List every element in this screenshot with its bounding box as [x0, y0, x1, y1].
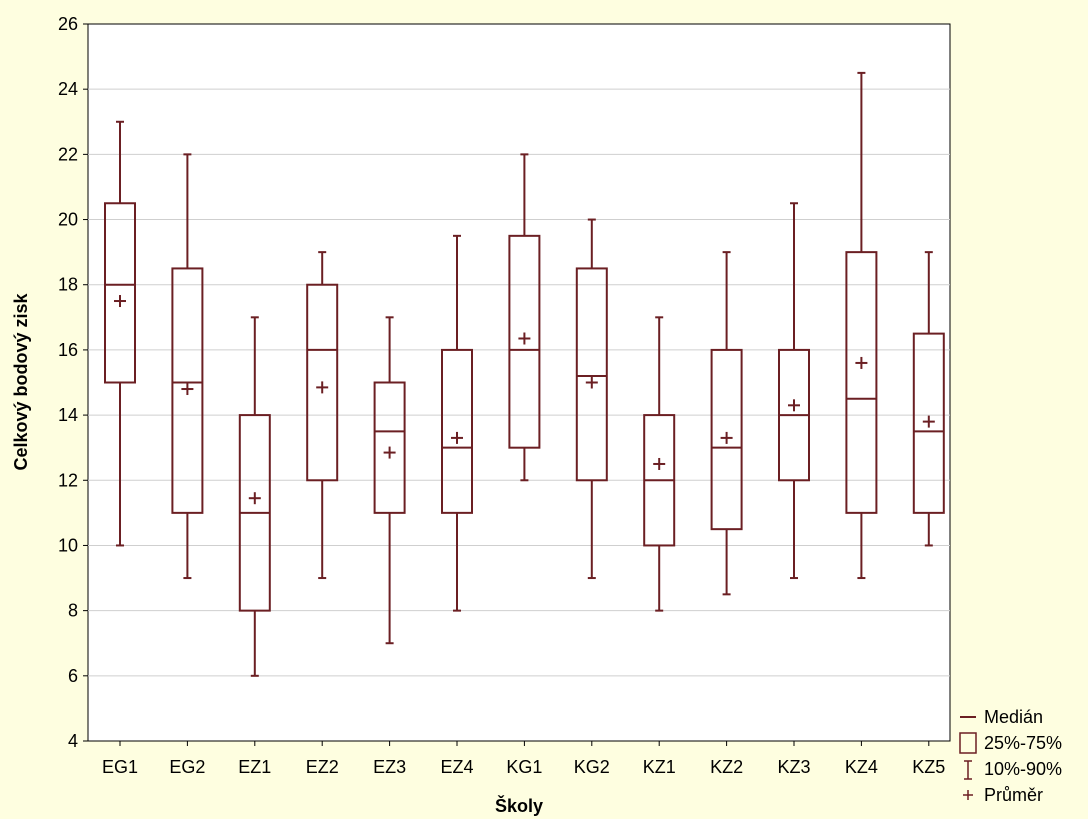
x-tick-label: KZ3: [777, 757, 810, 777]
x-tick-label: EG2: [169, 757, 205, 777]
y-tick-label: 4: [68, 731, 78, 751]
x-tick-label: KG1: [506, 757, 542, 777]
legend-label: Průměr: [984, 785, 1043, 805]
x-tick-label: EZ3: [373, 757, 406, 777]
y-axis-ticks: 4 6 8 10 12 14 16 18 20 22 24 26: [58, 14, 88, 751]
legend-label: Medián: [984, 707, 1043, 727]
legend-item-box: 25%-75%: [960, 733, 1062, 753]
y-tick-label: 10: [58, 535, 78, 555]
y-tick-label: 22: [58, 144, 78, 164]
y-tick-label: 18: [58, 275, 78, 295]
legend-label: 25%-75%: [984, 733, 1062, 753]
x-tick-label: EZ1: [238, 757, 271, 777]
legend-box-icon: [960, 733, 976, 753]
x-tick-label: KZ2: [710, 757, 743, 777]
y-axis-title: Celkový bodový zisk: [11, 292, 31, 470]
x-tick-label: EG1: [102, 757, 138, 777]
legend-label: 10%-90%: [984, 759, 1062, 779]
y-tick-label: 12: [58, 470, 78, 490]
x-axis-ticks: EG1 EG2 EZ1 EZ2 EZ3 EZ4 KG1 KG2 KZ1 KZ2 KZ3 KZ4 KZ5: [102, 741, 945, 777]
legend: Medián 25%-75% 10%-90% Průměr: [960, 707, 1062, 805]
x-tick-label: KG2: [574, 757, 610, 777]
plot-area: [88, 24, 950, 741]
x-tick-label: EZ4: [440, 757, 473, 777]
legend-item-median-line: Medián: [960, 707, 1043, 727]
y-tick-label: 6: [68, 666, 78, 686]
x-axis-title: Školy: [495, 795, 543, 816]
y-tick-label: 16: [58, 340, 78, 360]
y-tick-label: 8: [68, 601, 78, 621]
x-tick-label: KZ1: [643, 757, 676, 777]
y-tick-label: 20: [58, 210, 78, 230]
legend-item-whisker: 10%-90%: [964, 759, 1062, 779]
legend-item-plus: Průměr: [963, 785, 1043, 805]
x-tick-label: EZ2: [306, 757, 339, 777]
y-tick-label: 24: [58, 79, 78, 99]
y-tick-label: 14: [58, 405, 78, 425]
x-tick-label: KZ4: [845, 757, 878, 777]
y-tick-label: 26: [58, 14, 78, 34]
x-tick-label: KZ5: [912, 757, 945, 777]
